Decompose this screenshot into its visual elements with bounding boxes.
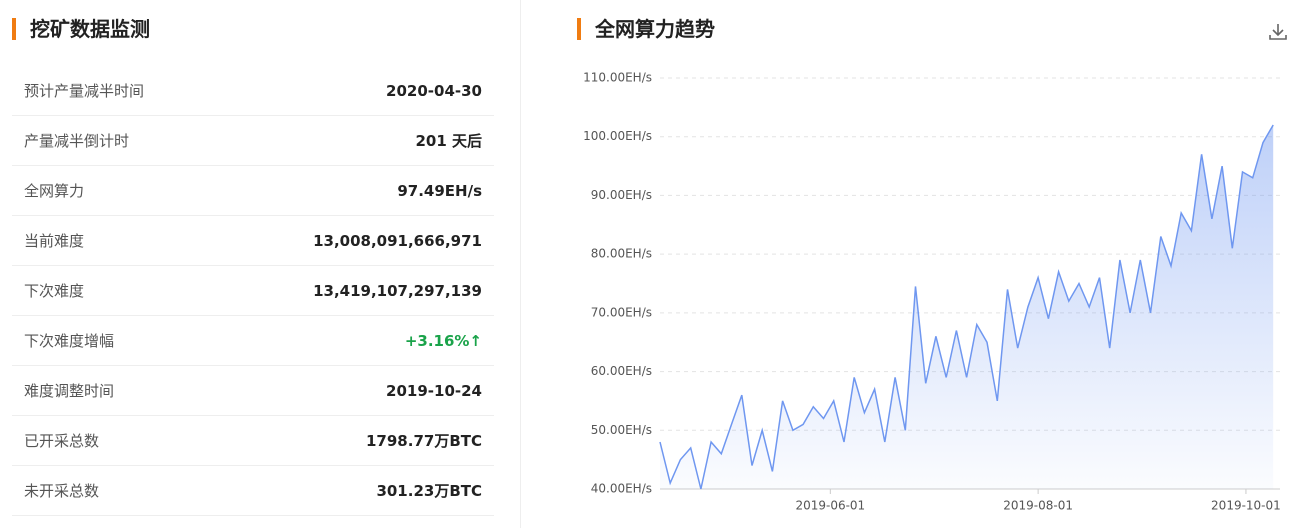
stat-value: 2019-10-24 (386, 381, 482, 400)
panel-title: 挖矿数据监测 (12, 18, 150, 40)
y-tick-label: 110.00EH/s (583, 71, 652, 85)
stat-value: 13,008,091,666,971 (313, 231, 482, 250)
stat-value: 201 天后 (415, 132, 482, 150)
y-tick-label: 50.00EH/s (591, 423, 652, 437)
stat-row: 已开采总数 1798.77万BTC (12, 416, 494, 466)
stat-row: 预计产量减半时间 2020-04-30 (12, 66, 494, 116)
stat-label: 未开采总数 (24, 482, 100, 500)
stat-label: 当前难度 (24, 232, 85, 250)
stat-label: 产量减半倒计时 (24, 132, 130, 150)
stat-label: 下次难度增幅 (24, 332, 115, 350)
y-tick-label: 70.00EH/s (591, 305, 652, 319)
y-tick-label: 60.00EH/s (591, 364, 652, 378)
stats-table: 预计产量减半时间 2020-04-30 产量减半倒计时 201 天后全网算力 97.49… (12, 66, 494, 516)
mining-panel: 挖矿数据监测 预计产量减半时间 2020-04-30 产量减半倒计时 201 天后全网… (0, 0, 521, 528)
stat-row: 难度调整时间 2019-10-24 (12, 366, 494, 416)
stat-label: 难度调整时间 (24, 382, 115, 400)
y-tick-label: 80.00EH/s (591, 247, 652, 261)
download-button[interactable] (1266, 20, 1290, 44)
y-tick-label: 90.00EH/s (591, 188, 652, 202)
x-tick-label: 2019-10-01 (1211, 499, 1281, 513)
x-tick-label: 2019-06-01 (795, 499, 865, 513)
stat-value: 301.23万BTC (376, 482, 482, 500)
stat-value: 1798.77万BTC (366, 432, 482, 450)
stat-row: 下次难度 13,419,107,297,139 (12, 266, 494, 316)
stat-value: +3.16%↑ (404, 331, 482, 350)
stat-label: 预计产量减半时间 (24, 82, 145, 100)
stat-row: 未开采总数 301.23万BTC (12, 466, 494, 516)
y-tick-label: 40.00EH/s (591, 482, 652, 496)
stat-value: 97.49EH/s (397, 181, 482, 200)
stat-label: 下次难度 (24, 282, 85, 300)
area (660, 125, 1274, 489)
x-tick-label: 2019-08-01 (1003, 499, 1073, 513)
stat-row: 当前难度 13,008,091,666,971 (12, 216, 494, 266)
stat-value: 2020-04-30 (386, 81, 482, 100)
stat-label: 全网算力 (24, 182, 85, 200)
stat-value: 13,419,107,297,139 (313, 281, 482, 300)
stat-row: 下次难度增幅 +3.16%↑ (12, 316, 494, 366)
stat-label: 已开采总数 (24, 432, 100, 450)
y-tick-label: 100.00EH/s (583, 129, 652, 143)
chart-title: 全网算力趋势 (577, 18, 715, 40)
stat-row: 全网算力 97.49EH/s (12, 166, 494, 216)
stat-row: 产量减半倒计时 201 天后 (12, 116, 494, 166)
line (659, 124, 1274, 490)
